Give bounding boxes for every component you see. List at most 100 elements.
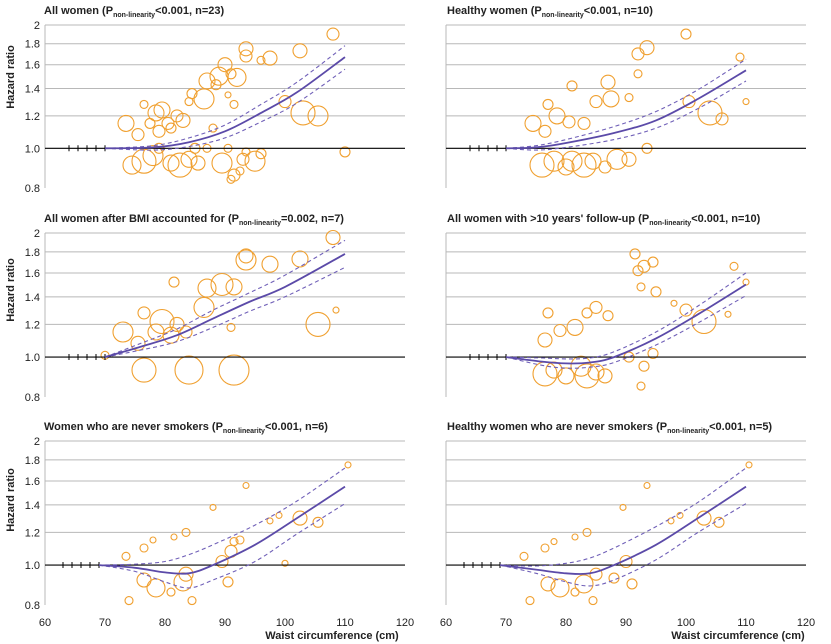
fitted-curve bbox=[499, 485, 747, 575]
y-tick-label: 1.0 bbox=[25, 560, 40, 572]
panel-title: Healthy women (Pnon-linearity<0.001, n=1… bbox=[447, 5, 653, 19]
data-point bbox=[525, 596, 535, 606]
y-tick-label: 0.8 bbox=[25, 600, 40, 612]
data-point bbox=[136, 572, 152, 588]
data-point bbox=[325, 229, 341, 246]
data-point bbox=[275, 511, 283, 519]
data-point bbox=[550, 578, 570, 598]
data-point bbox=[122, 155, 142, 175]
ci-lower-line bbox=[104, 68, 346, 151]
data-point bbox=[229, 537, 239, 547]
data-point bbox=[170, 533, 178, 541]
ci-upper-line bbox=[98, 467, 346, 566]
data-point bbox=[566, 318, 584, 336]
data-point bbox=[235, 249, 257, 271]
x-tick-label: 90 bbox=[219, 617, 231, 629]
data-point bbox=[266, 517, 274, 525]
data-point bbox=[647, 347, 659, 360]
data-point bbox=[624, 93, 634, 103]
ci-upper-line bbox=[505, 272, 747, 360]
x-tick-label: 70 bbox=[500, 617, 512, 629]
data-point bbox=[524, 114, 542, 132]
data-point bbox=[598, 160, 612, 174]
data-point bbox=[290, 100, 316, 126]
data-point bbox=[626, 578, 638, 590]
data-point bbox=[676, 511, 684, 519]
x-axis-label: Waist circumference (cm) bbox=[265, 630, 399, 642]
data-point bbox=[589, 95, 603, 109]
y-tick-label: 1.8 bbox=[25, 247, 40, 259]
ci-lower-line bbox=[505, 295, 747, 369]
fitted-curve bbox=[505, 69, 747, 150]
y-tick-label: 0.8 bbox=[25, 392, 40, 404]
data-point bbox=[181, 527, 191, 537]
data-point bbox=[545, 361, 563, 379]
data-point bbox=[226, 322, 236, 332]
data-point bbox=[187, 596, 197, 606]
data-point bbox=[667, 517, 675, 525]
data-point bbox=[180, 150, 198, 168]
data-point bbox=[235, 166, 245, 176]
y-tick-label: 2 bbox=[34, 436, 40, 448]
data-point bbox=[209, 503, 217, 511]
data-point bbox=[131, 357, 157, 383]
y-tick-label: 1.8 bbox=[25, 455, 40, 467]
data-point bbox=[130, 335, 146, 351]
data-point bbox=[210, 272, 234, 297]
data-point bbox=[562, 115, 576, 129]
fitted-curve bbox=[104, 253, 346, 358]
y-tick-label: 1.2 bbox=[25, 527, 40, 539]
data-point bbox=[179, 325, 193, 339]
data-point bbox=[540, 576, 556, 592]
data-point bbox=[229, 99, 239, 109]
data-point bbox=[582, 527, 592, 537]
data-point bbox=[170, 109, 184, 123]
x-tick-label: 70 bbox=[99, 617, 111, 629]
data-point bbox=[650, 286, 662, 298]
fitted-curve bbox=[505, 283, 747, 365]
data-point bbox=[602, 90, 620, 108]
data-point bbox=[244, 150, 266, 172]
x-tick-label: 80 bbox=[560, 617, 572, 629]
ci-upper-line bbox=[505, 58, 747, 149]
data-point bbox=[168, 276, 180, 288]
panel-title: Healthy women who are never smokers (Pno… bbox=[447, 421, 772, 435]
data-point bbox=[647, 256, 659, 268]
data-point bbox=[344, 461, 352, 469]
data-point bbox=[557, 367, 575, 385]
y-tick-label: 1.4 bbox=[25, 83, 40, 95]
data-point bbox=[332, 306, 340, 314]
x-tick-label: 60 bbox=[440, 617, 452, 629]
data-point bbox=[597, 368, 613, 384]
data-point bbox=[588, 596, 598, 606]
x-axis-label: Waist circumference (cm) bbox=[671, 630, 805, 642]
ci-lower-line bbox=[505, 80, 747, 151]
data-point bbox=[149, 536, 157, 544]
panel-never-smokers: Women who are never smokers (Pnon-linear… bbox=[25, 421, 414, 629]
y-tick-label: 1.2 bbox=[25, 111, 40, 123]
y-tick-label: 1.8 bbox=[25, 39, 40, 51]
data-point bbox=[215, 554, 229, 569]
data-point bbox=[577, 116, 591, 130]
data-point bbox=[571, 533, 579, 541]
data-point bbox=[519, 551, 529, 561]
y-axis-label: Hazard ratio bbox=[5, 468, 17, 532]
data-point bbox=[574, 363, 600, 389]
data-point bbox=[166, 587, 176, 597]
y-tick-label: 0.8 bbox=[25, 183, 40, 195]
data-point bbox=[218, 354, 250, 386]
data-point bbox=[174, 355, 204, 385]
x-tick-label: 80 bbox=[159, 617, 171, 629]
data-point bbox=[144, 117, 156, 129]
data-point bbox=[124, 596, 134, 606]
data-point bbox=[742, 98, 750, 106]
data-point bbox=[589, 300, 603, 314]
data-point bbox=[538, 124, 552, 138]
data-point bbox=[131, 148, 157, 174]
data-point bbox=[165, 122, 177, 134]
data-point bbox=[139, 543, 149, 553]
data-point bbox=[602, 310, 614, 322]
data-point bbox=[587, 363, 605, 381]
y-tick-label: 1.6 bbox=[25, 268, 40, 280]
data-point bbox=[292, 43, 308, 59]
